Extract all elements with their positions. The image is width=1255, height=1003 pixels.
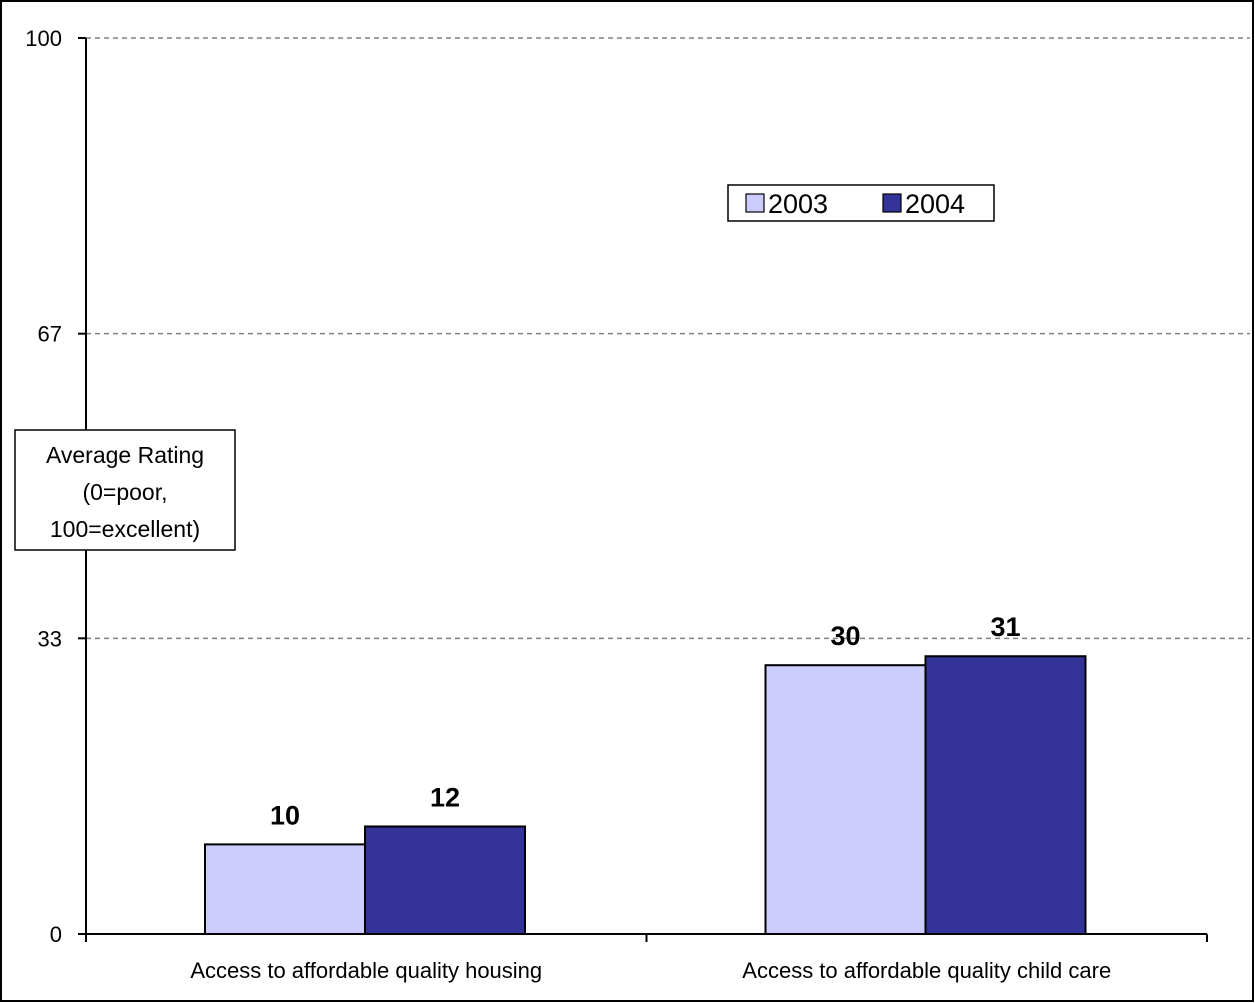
x-category-label-1: Access to affordable quality housing [190,958,542,983]
y-tick-label-33: 33 [38,626,62,651]
data-label-2003-2: 30 [830,621,860,651]
y-axis-label-line-3: 100=excellent) [50,516,200,542]
y-tick-label-100: 100 [25,26,62,51]
y-axis-label-line-1: Average Rating [46,442,204,468]
bar-2003-1 [204,843,366,936]
y-axis-label-line-2: (0=poor, [82,479,167,505]
x-category-label-2: Access to affordable quality child care [742,958,1111,983]
bar-2004-2 [924,655,1087,935]
gridlines [86,37,1250,640]
data-label-2004-2: 31 [990,612,1020,642]
x-axis-ticks: Access to affordable quality housing Acce… [85,934,1208,983]
legend-swatch-2004 [882,193,902,213]
bars [204,655,1087,936]
y-axis-ticks: 0 33 67 100 [25,26,86,947]
y-axis-label-box [14,429,236,551]
legend-box [727,184,995,222]
y-axis-label: Average Rating (0=poor, 100=excellent) [14,429,236,551]
data-labels: 10 30 12 31 [270,612,1021,830]
y-tick-label-0: 0 [50,922,62,947]
legend: 2003 2004 [727,184,995,222]
y-tick-label-67: 67 [38,322,62,347]
bar-2003-2 [764,664,927,935]
bar-2004-1 [364,825,526,935]
legend-label-2004: 2004 [905,189,965,219]
data-label-2004-1: 12 [430,782,460,812]
legend-label-2003: 2003 [768,189,828,219]
data-label-2003-1: 10 [270,800,300,830]
legend-swatch-2003 [745,193,765,213]
